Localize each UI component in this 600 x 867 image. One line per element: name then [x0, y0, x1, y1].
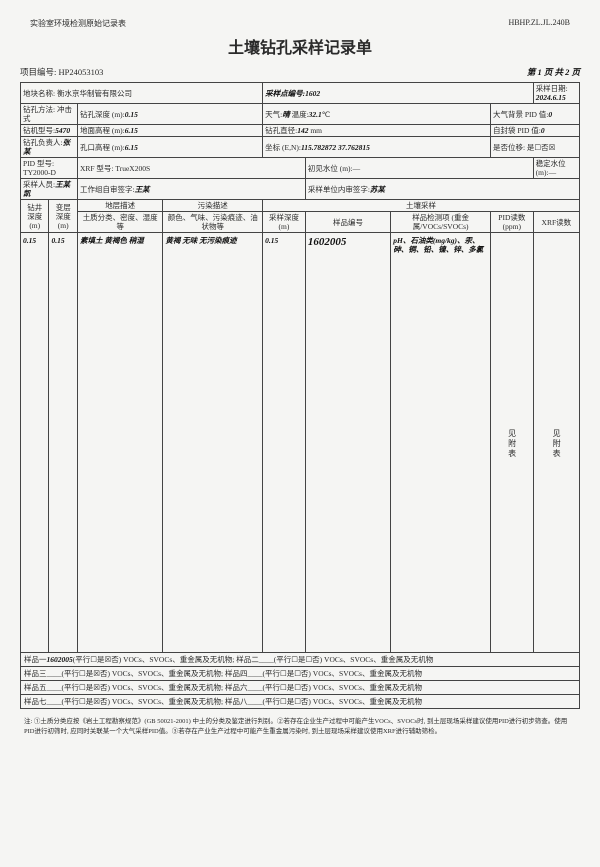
- info-table: 地块名称: 衡水京华制管有限公司 采样点编号:1602 采样日期: 2024.6…: [20, 82, 580, 709]
- s1a: 样品一: [24, 655, 47, 664]
- header-right: HBHP.ZL.JL.240B: [508, 18, 570, 27]
- col3s: 土质分类、密度、湿度等: [77, 212, 162, 233]
- date-label: 采样日期:: [536, 84, 568, 93]
- s2d2: (平行☐是☐否) VOCs、SVOCs、重金属及无机物: [262, 669, 422, 678]
- col2s: 深度: [56, 212, 71, 221]
- diam-label: 钻孔直径:: [265, 126, 297, 135]
- s1d: (平行☐是☒否) VOCs、SVOCs、重金属及无机物;: [73, 655, 235, 664]
- s3d: (平行☐是☒否) VOCs、SVOCs、重金属及无机物;: [62, 683, 224, 692]
- s4d: (平行☐是☒否) VOCs、SVOCs、重金属及无机物;: [62, 697, 224, 706]
- bg-val: 0: [548, 110, 552, 119]
- pid-label: PID 型号:: [23, 159, 54, 168]
- col4s: 颜色、气味、污染痕迹、油状物等: [163, 212, 263, 233]
- model-val: 5470: [55, 126, 70, 135]
- pid-val: TY2000-D: [23, 168, 56, 177]
- page-info: 第 1 页 共 2 页: [527, 66, 580, 78]
- temp-val: 32.1: [309, 110, 322, 119]
- s2d: (平行☐是☒否) VOCs、SVOCs、重金属及无机物;: [62, 669, 224, 678]
- depth-label: 钻孔深度 (m):: [80, 110, 125, 119]
- s2b: 样品四____: [225, 669, 263, 678]
- col7: 样品检测项 (重金属/VOCs/SVOCs): [391, 212, 491, 233]
- group-val: 王某: [135, 185, 150, 194]
- temp-label: 温度:: [292, 110, 309, 119]
- block-val: 衡水京华制管有限公司: [57, 89, 132, 98]
- col1s: 深度: [27, 212, 42, 221]
- s1d2: (平行☐是☐否) VOCs、SVOCs、重金属及无机物: [274, 655, 434, 664]
- group-label: 工作组自审签字:: [80, 185, 135, 194]
- col8: PID读数 (ppm): [490, 212, 533, 233]
- water2-val: —: [549, 168, 557, 177]
- footnote: 注: ①土质分类应按《岩土工程勘察规范》(GB 50021-2001) 中土的分…: [20, 715, 580, 735]
- col3: 地层描述: [77, 200, 162, 212]
- water1-label: 初见水位 (m):: [308, 164, 353, 173]
- d7: pH、石油类(mg/kg)、汞、砷、铜、铅、镍、锌、多氯: [391, 233, 491, 653]
- col4: 污染描述: [163, 200, 263, 212]
- s3d2: (平行☐是☐否) VOCs、SVOCs、重金属及无机物: [262, 683, 422, 692]
- point-no: 采样点编号:1602: [263, 83, 534, 104]
- ground-label: 地面高程 (m):: [80, 126, 125, 135]
- date-val: 2024.6.15: [536, 93, 566, 102]
- coord-label: 坐标 (E,N):: [265, 143, 301, 152]
- temp-unit: ℃: [322, 110, 330, 119]
- bag-label: 自封袋 PID 值:: [493, 126, 541, 135]
- model-label: 钻机型号:: [23, 126, 55, 135]
- s4b: 样品八____: [225, 697, 263, 706]
- diam-val: 142: [297, 126, 308, 135]
- attach1: 见附表: [507, 429, 517, 459]
- migrate-label: 是否位移: 是☐否☒: [490, 137, 579, 158]
- bg-label: 大气背景 PID 值:: [493, 110, 548, 119]
- d2: 0.15: [49, 233, 77, 653]
- col1: 钻井: [27, 203, 42, 212]
- col5: 采样深度 (m): [263, 212, 306, 233]
- d5: 0.15: [263, 233, 306, 653]
- s1b: 样品二____: [236, 655, 274, 664]
- d3: 素填土 黄褐色 稍湿: [77, 233, 162, 653]
- coord-val2: 37.762815: [338, 143, 370, 152]
- d4: 黄褐 无味 无污染痕迹: [163, 233, 263, 653]
- charge-label: 钻孔负责人:: [23, 138, 63, 147]
- s2a: 样品三____: [24, 669, 62, 678]
- diam-unit: mm: [310, 126, 322, 135]
- project-row: 项目编号: HP24053103 第 1 页 共 2 页: [20, 66, 580, 78]
- water1-val: —: [353, 164, 361, 173]
- d1: 0.15: [21, 233, 49, 653]
- col9: XRF读数: [533, 212, 579, 233]
- col2: 变层: [56, 203, 71, 212]
- project-no: HP24053103: [59, 67, 104, 77]
- col1u: (m): [29, 221, 40, 230]
- attach2: 见附表: [552, 429, 562, 459]
- weather-label: 天气:: [265, 110, 282, 119]
- s4a: 样品七____: [24, 697, 62, 706]
- s4d2: (平行☐是☐否) VOCs、SVOCs、重金属及无机物: [262, 697, 422, 706]
- sampler-label: 采样人员:: [23, 180, 55, 189]
- ground-val: 6.15: [125, 126, 138, 135]
- unit-label: 采样单位内审签字:: [308, 185, 370, 194]
- xrf-label: XRF 型号:: [80, 164, 114, 173]
- col-mid: 土壤采样: [263, 200, 580, 212]
- col2u: (m): [58, 221, 69, 230]
- method-label: 钻孔方法:: [23, 105, 55, 114]
- col6: 样品编号: [305, 212, 390, 233]
- coord-val: 115.782872: [301, 143, 336, 152]
- weather-val: 晴: [282, 110, 290, 119]
- depth-val: 0.15: [125, 110, 138, 119]
- document-title: 土壤钻孔采样记录单: [20, 34, 580, 58]
- xrf-val: TrueX200S: [115, 164, 150, 173]
- header-left: 实验室环境检测原始记录表: [30, 18, 126, 29]
- s1av: 1602005: [47, 655, 73, 664]
- s3b: 样品六____: [225, 683, 263, 692]
- unit-val: 苏某: [370, 185, 385, 194]
- bag-val: 0: [541, 126, 545, 135]
- hole-val: 6.15: [125, 143, 138, 152]
- block-label: 地块名称:: [23, 89, 55, 98]
- s3a: 样品五____: [24, 683, 62, 692]
- d6: 1602005: [305, 233, 390, 653]
- hole-label: 孔口高程 (m):: [80, 143, 125, 152]
- project-no-label: 项目编号:: [20, 67, 59, 77]
